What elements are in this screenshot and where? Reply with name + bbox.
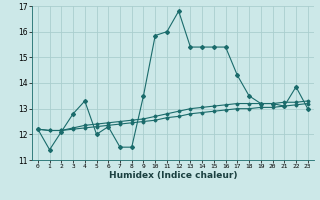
X-axis label: Humidex (Indice chaleur): Humidex (Indice chaleur) — [108, 171, 237, 180]
